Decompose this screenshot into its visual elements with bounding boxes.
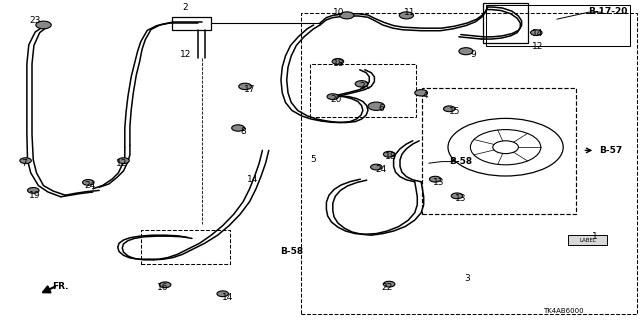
Text: 15: 15 [449,108,460,116]
Circle shape [399,12,413,19]
Circle shape [429,176,441,182]
Circle shape [383,281,395,287]
Text: 19: 19 [29,191,41,200]
Text: 24: 24 [375,165,387,174]
Circle shape [340,12,354,19]
Circle shape [28,188,39,193]
Text: 22: 22 [381,284,393,292]
Text: FR.: FR. [52,282,69,291]
Text: 14: 14 [247,175,259,184]
Text: 14: 14 [532,29,543,38]
Text: 6: 6 [378,104,383,113]
Text: 2: 2 [183,4,188,12]
Circle shape [217,291,228,297]
Text: 8: 8 [241,127,246,136]
Circle shape [36,21,51,29]
Bar [486,5,630,46]
Text: 18: 18 [333,60,345,68]
Circle shape [332,59,344,64]
Circle shape [531,30,542,36]
Text: 10: 10 [333,8,345,17]
Text: 16: 16 [157,284,169,292]
Text: 21: 21 [359,82,371,91]
Circle shape [327,94,339,100]
Text: 3: 3 [465,274,470,283]
Circle shape [355,81,368,87]
Text: 13: 13 [433,178,444,187]
Circle shape [459,48,473,55]
Circle shape [232,125,244,131]
Circle shape [368,102,385,110]
Text: 18: 18 [385,152,396,161]
Text: B-57: B-57 [600,146,623,155]
Text: 7: 7 [22,159,27,168]
Text: LABEL: LABEL [579,237,596,243]
Text: 20: 20 [330,95,342,104]
Text: 5: 5 [311,156,316,164]
Text: B-58: B-58 [280,247,303,256]
Bar [172,17,211,30]
Circle shape [20,158,31,164]
Circle shape [415,90,428,96]
Text: 17: 17 [244,85,255,94]
Text: 24: 24 [84,181,95,190]
Circle shape [371,164,382,170]
Text: B-17-20: B-17-20 [588,7,628,16]
Text: TK4AB6000: TK4AB6000 [543,308,584,314]
Text: 12: 12 [180,50,191,59]
Text: 1: 1 [593,232,598,241]
Text: 9: 9 [471,50,476,59]
Text: 12: 12 [532,42,543,51]
Circle shape [118,158,129,164]
Bar [301,13,637,314]
Bar [422,88,576,214]
Text: 13: 13 [455,194,467,203]
Circle shape [383,151,395,157]
Circle shape [444,106,455,112]
Bar [141,230,230,264]
Circle shape [159,282,171,288]
Text: 12: 12 [116,159,127,168]
Circle shape [451,193,463,199]
Bar [483,3,528,43]
Bar [568,235,607,245]
Circle shape [83,180,94,185]
Text: 14: 14 [221,293,233,302]
Text: 23: 23 [29,16,41,25]
Circle shape [239,83,252,90]
Text: 11: 11 [404,8,415,17]
Bar [310,64,416,117]
Text: 4: 4 [423,92,428,100]
Text: B-58: B-58 [449,157,472,166]
